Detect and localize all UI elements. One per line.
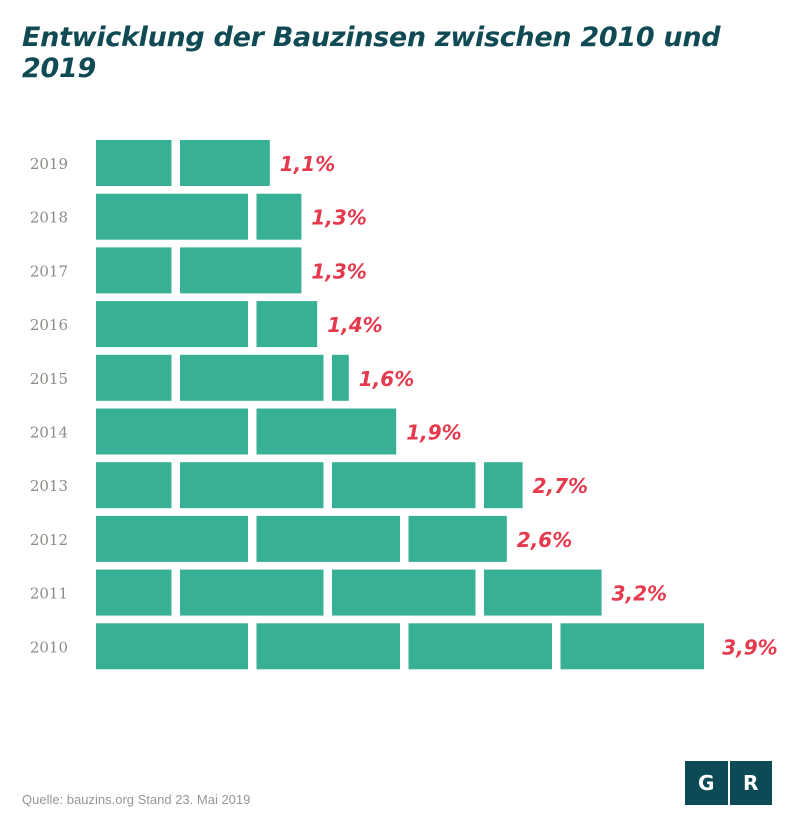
bar-brick	[180, 354, 324, 401]
bar-brick	[180, 140, 270, 186]
bar-brick	[96, 623, 248, 670]
value-label: 3,9%	[722, 635, 777, 659]
value-label: 1,1%	[280, 152, 335, 176]
value-label: 1,6%	[359, 367, 414, 391]
bar-brick	[256, 515, 400, 562]
value-label: 1,3%	[311, 259, 366, 283]
bar-brick	[408, 623, 552, 670]
bar-brick	[408, 515, 507, 562]
bar-brick	[96, 569, 172, 616]
logo-letter-g: G	[685, 761, 728, 805]
year-label: 2013	[30, 477, 68, 495]
value-label: 2,6%	[517, 528, 572, 552]
bar-brick	[332, 569, 476, 616]
bar-brick	[180, 247, 302, 294]
year-label: 2015	[30, 370, 68, 388]
bar-brick	[484, 569, 602, 616]
value-label: 2,7%	[533, 474, 588, 498]
bar-brick	[256, 301, 318, 348]
year-label: 2018	[30, 209, 68, 227]
gr-logo: G R	[685, 761, 772, 805]
year-label: 2014	[30, 424, 68, 442]
value-label: 1,9%	[406, 421, 461, 445]
year-label: 2012	[30, 531, 68, 549]
bar-brick	[96, 140, 172, 186]
bar-brick	[484, 462, 523, 509]
value-label: 1,4%	[327, 313, 382, 337]
bar-brick	[560, 623, 704, 670]
bar-brick	[180, 462, 324, 509]
bar-brick	[256, 193, 302, 240]
chart-title: Entwicklung der Bauzinsen zwischen 2010 …	[22, 22, 721, 84]
bar-brick	[332, 462, 476, 509]
year-label: 2010	[30, 638, 68, 656]
bar-brick	[96, 408, 248, 455]
year-label: 2017	[30, 262, 68, 280]
value-label: 1,3%	[311, 206, 366, 230]
year-label: 2011	[30, 585, 68, 603]
value-label: 3,2%	[612, 582, 667, 606]
bar-brick	[256, 408, 397, 455]
bar-brick	[96, 301, 248, 348]
bar-brick	[256, 623, 400, 670]
bar-brick	[96, 354, 172, 401]
bar-brick	[332, 354, 349, 401]
year-label: 2019	[30, 155, 68, 173]
bar-brick	[96, 247, 172, 294]
logo-letter-r: R	[729, 761, 772, 805]
bar-brick	[96, 193, 248, 240]
source-note: Quelle: bauzins.org Stand 23. Mai 2019	[22, 792, 251, 807]
bar-brick	[180, 569, 324, 616]
bar-brick	[96, 462, 172, 509]
year-label: 2016	[30, 316, 68, 334]
bar-brick	[96, 515, 248, 562]
